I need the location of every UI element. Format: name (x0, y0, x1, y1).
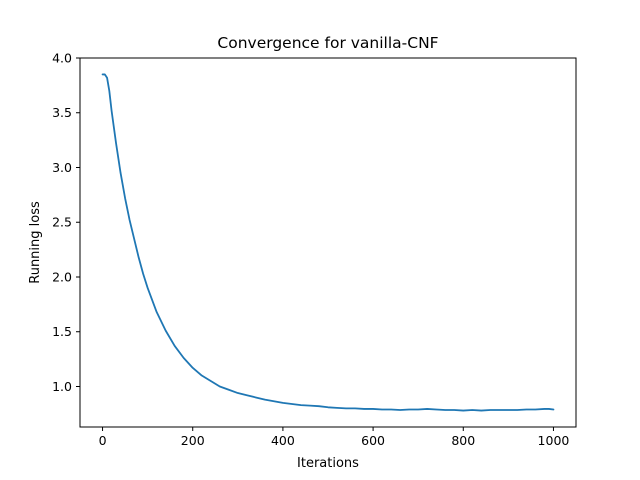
x-tick-label: 800 (451, 433, 475, 448)
y-tick-label: 2.5 (52, 215, 72, 230)
y-axis-label: Running loss (28, 201, 43, 284)
x-tick-label: 1000 (538, 433, 570, 448)
chart-title: Convergence for vanilla-CNF (217, 34, 438, 52)
y-axis: 1.0 1.5 2.0 2.5 3.0 3.5 4.0 (52, 51, 80, 394)
plot-area (101, 73, 555, 412)
x-tick-label: 600 (361, 433, 385, 448)
y-tick-label: 3.0 (52, 160, 72, 175)
x-axis-label: Iterations (297, 456, 359, 471)
y-tick-label: 2.0 (52, 269, 72, 284)
x-axis: 0 200 400 600 800 1000 (99, 427, 570, 448)
y-tick-label: 1.5 (52, 324, 72, 339)
y-tick-label: 3.5 (52, 105, 72, 120)
y-tick-label: 4.0 (52, 51, 72, 66)
series-line (101, 73, 555, 412)
plot-frame (79, 57, 577, 428)
y-tick-label: 1.0 (52, 379, 72, 394)
x-tick-label: 400 (271, 433, 295, 448)
x-tick-label: 0 (99, 433, 107, 448)
x-tick-label: 200 (181, 433, 205, 448)
